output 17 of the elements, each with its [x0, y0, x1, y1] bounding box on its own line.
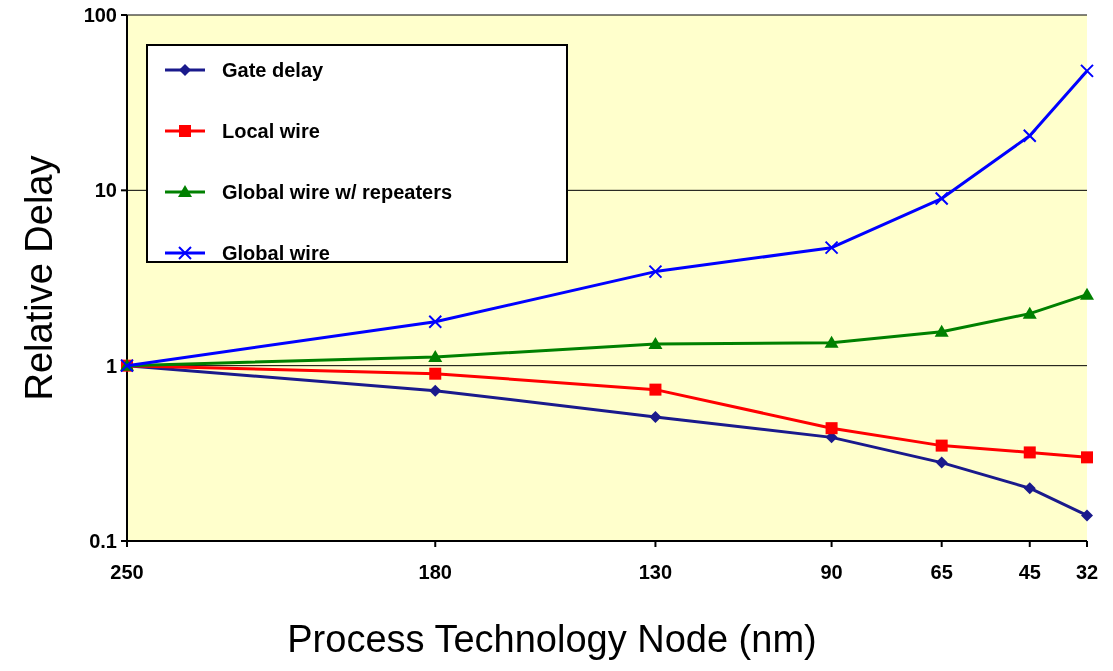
y-axis-title: Relative Delay: [18, 155, 60, 401]
x-tick-label: 250: [110, 561, 144, 583]
x-tick-label: 180: [418, 561, 452, 583]
x-tick-label: 90: [820, 561, 843, 583]
x-tick-label: 65: [930, 561, 953, 583]
x-axis-title: Process Technology Node (nm): [287, 618, 817, 660]
y-tick-label: 0.1: [89, 530, 117, 552]
legend-label: Global wire w/ repeaters: [222, 181, 453, 203]
y-tick-label: 100: [83, 4, 117, 26]
legend-label: Global wire: [222, 242, 330, 264]
legend-label: Local wire: [222, 120, 320, 142]
x-tick-label: 130: [638, 561, 673, 583]
y-tick-label: 10: [94, 179, 117, 202]
x-tick-label: 32: [1075, 561, 1099, 583]
y-tick-label: 1: [105, 354, 117, 377]
x-tick-label: 45: [1018, 561, 1041, 583]
legend-label: Gate delay: [222, 59, 325, 81]
